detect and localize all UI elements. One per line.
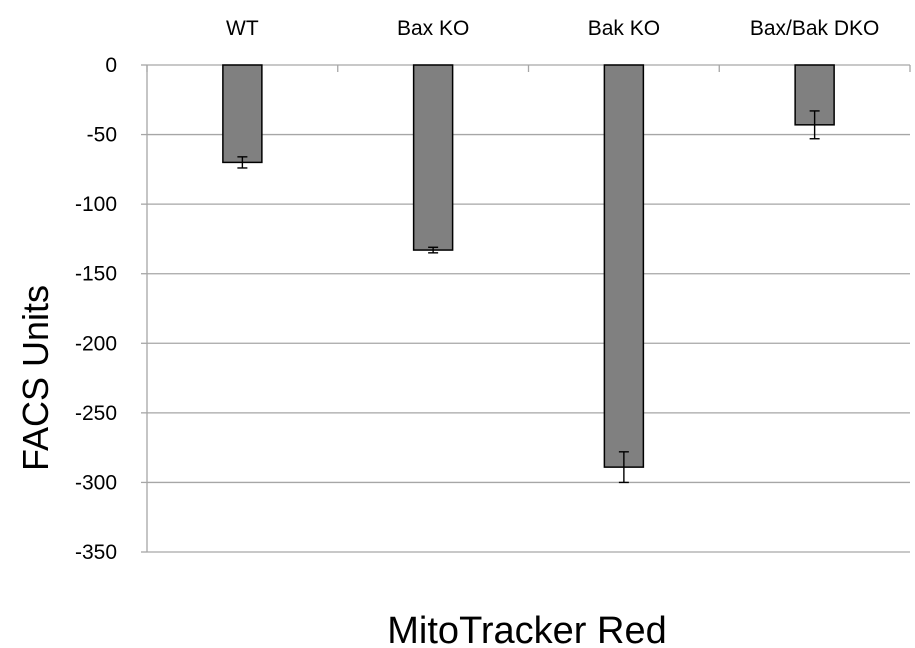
x-tick-marks [146, 65, 911, 72]
error-bars [237, 110, 820, 484]
x-axis-title: MitoTracker Red [387, 610, 666, 648]
y-tick-label: -200 [75, 332, 117, 355]
category-labels: WT Bax KO Bak KO Bax/Bak DKO [226, 17, 879, 40]
y-tick-label: -250 [75, 402, 117, 425]
category-label: Bax KO [397, 17, 469, 40]
category-label: Bax/Bak DKO [750, 17, 880, 40]
category-label: WT [226, 17, 259, 40]
y-tick-label: -150 [75, 263, 117, 286]
bar [412, 64, 454, 251]
y-axis-title: FACS Units [15, 285, 56, 471]
y-tick-label: -350 [75, 541, 117, 564]
y-tick-label: 0 [105, 54, 117, 77]
y-tick-label: -300 [75, 471, 117, 494]
y-tick-label: -50 [87, 124, 117, 147]
y-tick-label: -100 [75, 193, 117, 216]
bar [603, 64, 645, 468]
bar [222, 64, 263, 164]
y-tick-labels: 0 -50 -100 -150 -200 -250 -300 -350 [75, 54, 117, 564]
bars [222, 64, 835, 468]
category-label: Bak KO [588, 17, 660, 40]
